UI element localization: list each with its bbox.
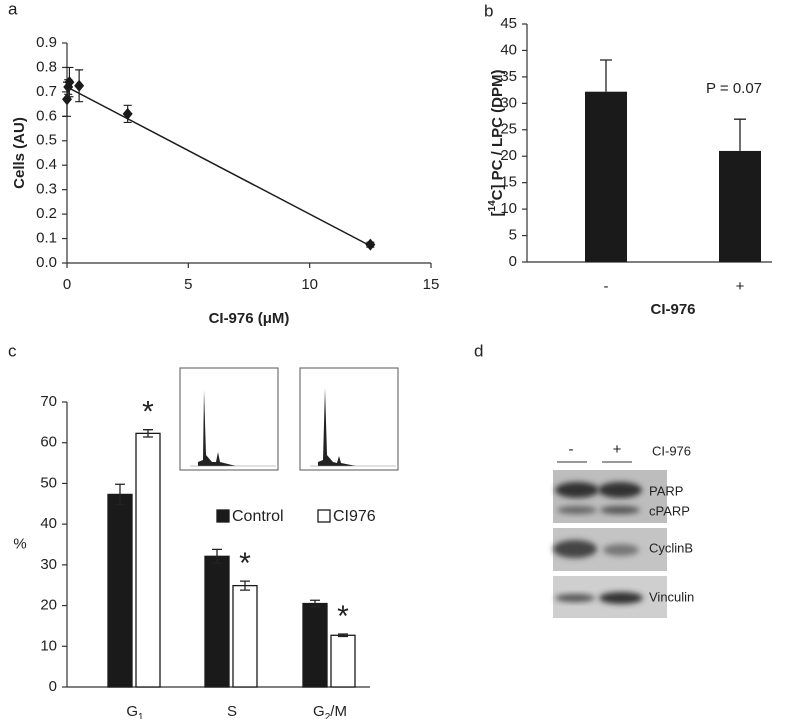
- y-tick-label: 0.7: [36, 83, 57, 100]
- y-axis-label: [14C] PC / LPC (DPM): [487, 70, 506, 217]
- error-bar: [115, 483, 125, 506]
- y-tick-label: 50: [40, 474, 57, 491]
- bar: [135, 432, 161, 688]
- y-tick-label: 40: [500, 41, 517, 58]
- x-tick-label: G1: [126, 703, 144, 719]
- x-tick-label: +: [736, 278, 745, 295]
- bar: [585, 91, 627, 262]
- bar: [204, 555, 230, 688]
- x-tick-label: -: [604, 278, 609, 295]
- error-bar: [143, 429, 153, 438]
- y-tick-label: 70: [40, 393, 57, 410]
- x-tick-label: 10: [301, 276, 318, 293]
- significance-marker: *: [142, 396, 154, 429]
- y-tick-label: 20: [500, 147, 517, 164]
- error-bar: [338, 633, 348, 638]
- label-part: [: [489, 211, 506, 216]
- y-tick-label: 25: [500, 121, 517, 138]
- label-part: 2: [325, 712, 331, 719]
- y-tick-label: 0.2: [36, 205, 57, 222]
- data-point: [365, 238, 376, 251]
- bar: [302, 602, 328, 688]
- error-bar: [310, 599, 320, 608]
- x-tick-label: S: [227, 703, 237, 719]
- x-tick-label: 15: [423, 276, 440, 293]
- y-tick-label: 0.6: [36, 107, 57, 124]
- label-part: C] PC / LPC (DPM): [489, 70, 506, 201]
- flow-inset: [299, 367, 399, 471]
- legend-label: CI976: [333, 508, 376, 525]
- y-tick-label: 15: [500, 174, 517, 191]
- y-tick-label: 0.3: [36, 181, 57, 198]
- panel-label: a: [8, 0, 18, 18]
- y-tick-label: 5: [509, 227, 517, 244]
- error-bar: [600, 59, 612, 92]
- panel-label: b: [484, 1, 493, 20]
- y-tick-label: 0.8: [36, 58, 57, 75]
- panel-label: d: [474, 341, 483, 360]
- error-bar: [240, 580, 250, 591]
- y-tick-label: 35: [500, 68, 517, 85]
- protein-label: Vinculin: [649, 589, 694, 604]
- protein-label: CyclinB: [649, 540, 693, 555]
- y-tick-label: 10: [500, 200, 517, 217]
- trend-line: [66, 86, 371, 247]
- x-axis-label: CI-976: [650, 301, 695, 318]
- legend-label: Control: [232, 508, 284, 525]
- protein-label: PARP: [649, 483, 683, 498]
- legend-swatch: [317, 509, 331, 523]
- label-part: /M: [330, 703, 347, 719]
- data-point: [74, 79, 85, 92]
- error-bar: [212, 548, 222, 564]
- protein-label: cPARP: [649, 503, 690, 518]
- y-tick-label: 10: [40, 637, 57, 654]
- lane-label: -: [569, 441, 574, 458]
- x-axis-label: CI-976 (μM): [209, 310, 290, 327]
- label-part: 1: [138, 712, 144, 719]
- y-tick-label: 60: [40, 434, 57, 451]
- x-tick-label: 0: [63, 276, 71, 293]
- label-part: G: [313, 703, 325, 719]
- data-point: [122, 107, 133, 120]
- y-tick-label: 0.0: [36, 254, 57, 271]
- significance-marker: *: [239, 547, 251, 580]
- y-tick-label: 0.1: [36, 230, 57, 247]
- y-tick-label: 30: [40, 556, 57, 573]
- y-axis-label: Cells (AU): [11, 117, 28, 189]
- significance-marker: *: [337, 600, 349, 633]
- bar: [107, 493, 133, 688]
- annotation: P = 0.07: [706, 80, 762, 97]
- treatment-label: CI-976: [652, 443, 691, 458]
- y-tick-label: 0.5: [36, 132, 57, 149]
- y-tick-label: 0.9: [36, 34, 57, 51]
- panel-label: c: [8, 341, 17, 360]
- legend-swatch: [216, 509, 230, 523]
- bar: [719, 150, 761, 262]
- bar: [330, 634, 356, 688]
- x-tick-label: 5: [184, 276, 192, 293]
- y-axis-label: %: [13, 535, 26, 552]
- y-tick-label: 0.4: [36, 156, 57, 173]
- lane-label: +: [613, 441, 622, 458]
- western-blot: d - + CI-976 PARP cPARP CyclinB Vinculin: [474, 341, 694, 618]
- label-part: G: [126, 703, 138, 719]
- data-point: [62, 93, 72, 106]
- y-tick-label: 30: [500, 94, 517, 111]
- y-tick-label: 20: [40, 597, 57, 614]
- bar: [232, 584, 258, 688]
- data-point: [64, 76, 75, 89]
- y-tick-label: 45: [500, 15, 517, 32]
- x-tick-label: G2/M: [313, 703, 347, 719]
- y-tick-label: 40: [40, 515, 57, 532]
- error-bar: [734, 118, 746, 151]
- label-part: 14: [487, 200, 498, 212]
- flow-inset: [179, 367, 279, 471]
- label-part: S: [227, 703, 237, 719]
- y-tick-label: 0: [49, 678, 57, 695]
- y-tick-label: 0: [509, 253, 517, 270]
